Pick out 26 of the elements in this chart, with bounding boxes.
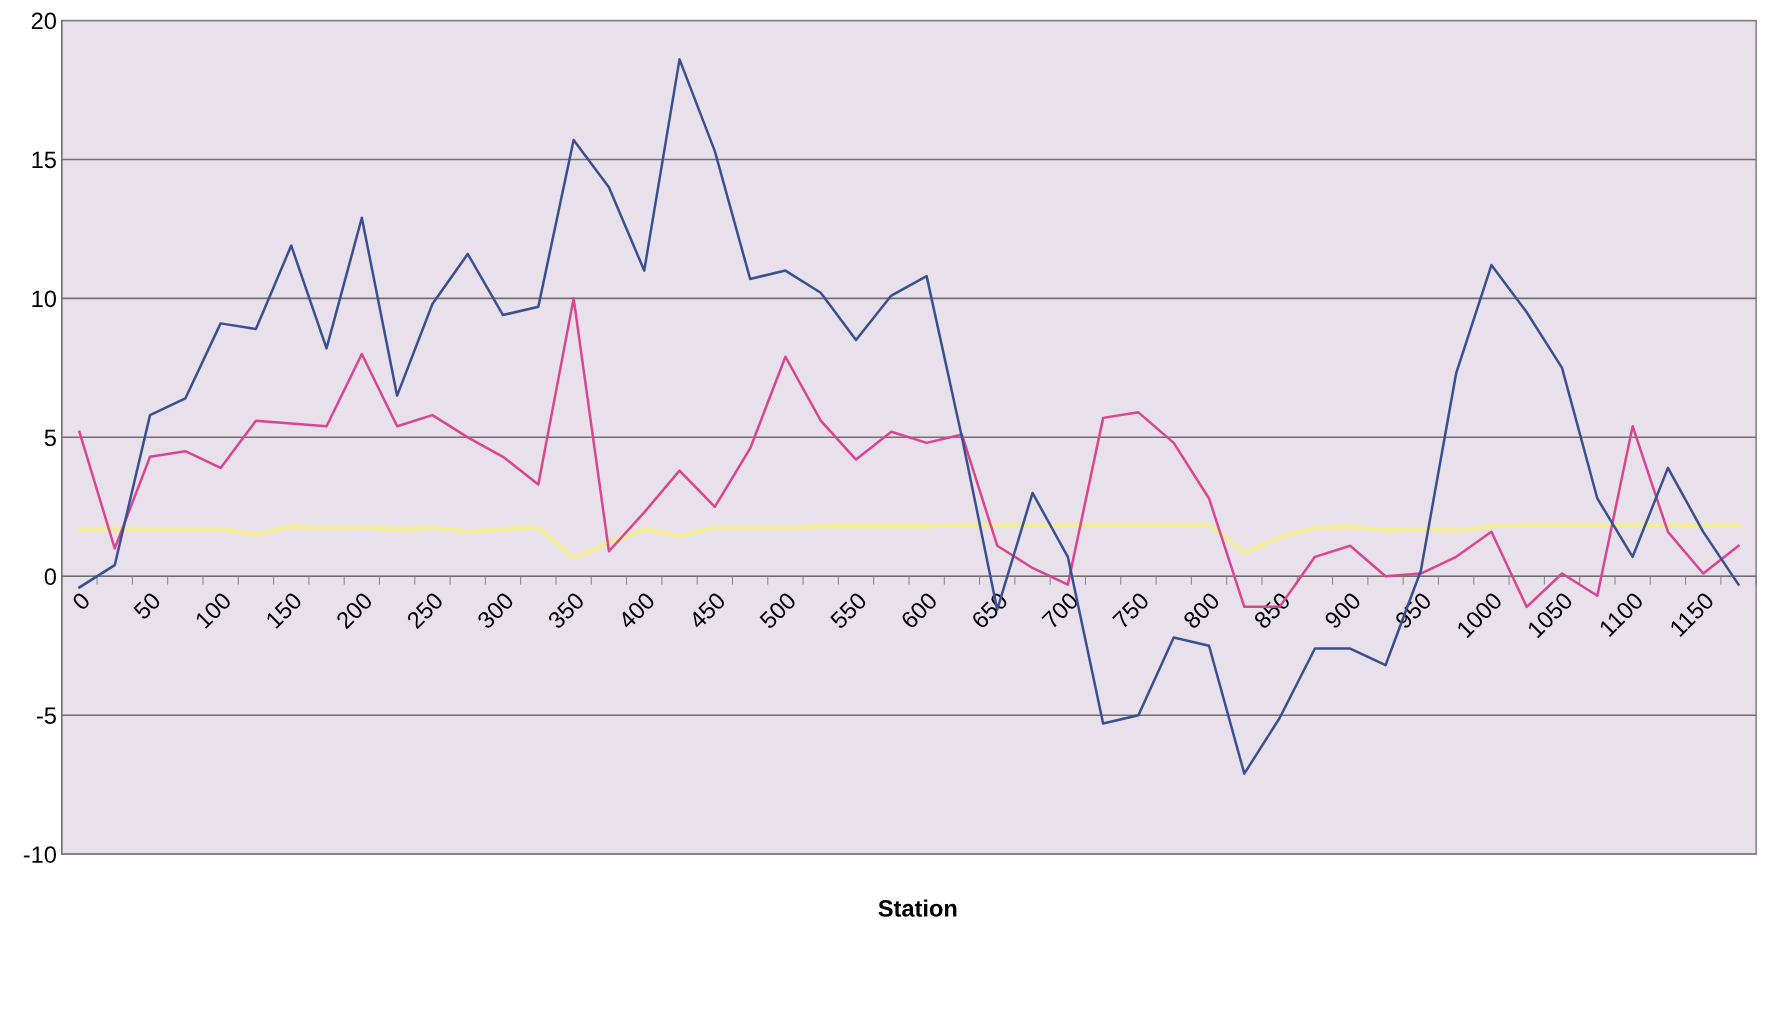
y-tick-label: -10 <box>23 846 56 863</box>
x-tick-label: 400 <box>617 591 656 630</box>
x-tick-label: 700 <box>1041 591 1080 630</box>
x-axis-title: Station <box>878 899 957 917</box>
x-tick-label: 550 <box>829 591 868 630</box>
x-tick-label: 450 <box>687 591 727 630</box>
x-tick-label: 250 <box>405 591 445 630</box>
y-tick-label: -5 <box>36 707 56 725</box>
y-tick-label: 20 <box>31 12 56 30</box>
x-tick-label: 300 <box>476 591 515 630</box>
y-tick-label: 15 <box>32 151 56 169</box>
y-tick-label: 5 <box>44 429 56 447</box>
x-tick-label: 500 <box>758 591 798 630</box>
line-series <box>77 522 1741 561</box>
x-tick-label: 350 <box>546 591 586 630</box>
x-tick-label: 800 <box>1182 591 1221 630</box>
x-tick-label: 100 <box>194 591 233 630</box>
x-tick-label: 150 <box>265 591 303 630</box>
x-tick-label: 600 <box>900 591 939 630</box>
x-tick-label: 900 <box>1323 591 1362 630</box>
y-tick-label: 10 <box>32 290 56 308</box>
x-tick-label: 750 <box>1111 591 1151 630</box>
x-tick-label: 200 <box>335 591 374 630</box>
x-tick-label: 0 <box>71 591 92 612</box>
y-tick-label: 0 <box>44 568 56 586</box>
x-tick-label: 50 <box>132 591 162 621</box>
